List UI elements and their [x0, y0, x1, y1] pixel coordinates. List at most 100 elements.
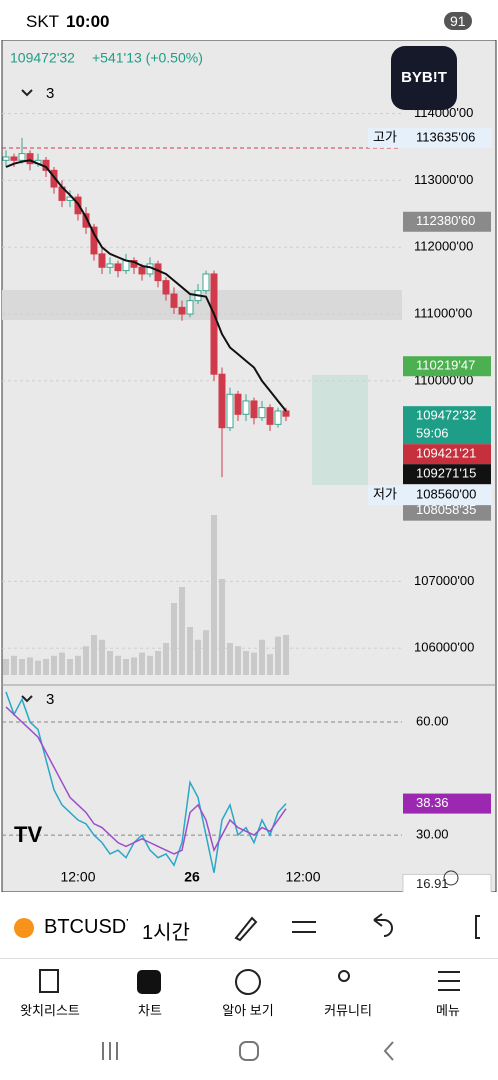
explore-icon [235, 969, 261, 995]
recent-button[interactable] [102, 1042, 118, 1060]
candle-body [218, 373, 226, 429]
price-badge-label: 110219'47 [416, 358, 475, 373]
price-badge [403, 500, 491, 521]
candle-body [18, 153, 26, 161]
volume-bar [43, 659, 49, 675]
candle-body [82, 213, 90, 228]
price-badge-label: 109421'21 [416, 446, 476, 461]
candle-body [282, 410, 290, 417]
y-tick-label: 30.00 [416, 827, 449, 842]
candle-body [250, 400, 258, 419]
chart-icon [137, 970, 161, 994]
extreme-label: 113635'06 [416, 129, 475, 144]
y-tick-label: 60.00 [416, 713, 449, 728]
candle-body [170, 293, 178, 308]
candle-body [122, 260, 130, 272]
fullscreen-icon[interactable] [475, 915, 480, 939]
volume-bar [219, 579, 225, 675]
volume-bar [283, 635, 289, 675]
nav-item[interactable]: 알아 보기 [222, 1003, 274, 1018]
nav-item[interactable]: 왓치리스트 [20, 1003, 80, 1018]
volume-bar [91, 635, 97, 675]
rsi-indicator-count: 3 [46, 691, 54, 708]
price-badge [403, 793, 491, 814]
volume-bar [59, 652, 65, 675]
price-badge-label: 16.91 [416, 876, 449, 891]
nav-item[interactable]: 커뮤니티 [324, 1003, 372, 1018]
y-tick-label: 106000'00 [414, 640, 474, 655]
collapse-icon[interactable] [21, 695, 33, 703]
candle-body [226, 393, 234, 429]
back-button[interactable] [383, 1041, 394, 1061]
candle-body [202, 273, 210, 292]
status-bar: SKT 10:00 91 [0, 0, 498, 40]
volume-bar [243, 651, 249, 675]
volume-bar [3, 659, 9, 675]
undo-icon[interactable] [373, 913, 393, 937]
y-tick-label: 111000'00 [414, 305, 472, 320]
symbol[interactable]: BTCUSDT [44, 916, 128, 938]
y-tick-label: 113000'00 [414, 172, 473, 187]
price-badge-label: 112380'60 [416, 213, 475, 228]
candle-body [50, 169, 58, 188]
volume-bar [11, 655, 17, 675]
battery: 91 [444, 12, 472, 30]
price-badge [403, 211, 491, 232]
volume-bar [67, 659, 73, 675]
price-badge [403, 464, 491, 485]
volume-bar [203, 630, 209, 675]
candle-body [178, 306, 186, 315]
volume-bar [27, 657, 33, 675]
price-badge-label: 109472'32 [416, 408, 476, 423]
volume-bar [195, 639, 201, 675]
settings-icon[interactable] [292, 921, 316, 933]
rsi-signal [5, 706, 287, 855]
candle-body [138, 266, 146, 275]
interval[interactable]: 1시간 [142, 922, 190, 944]
volume-bar [51, 655, 57, 675]
rsi-line [5, 691, 287, 873]
volume-bar [155, 651, 161, 675]
collapse-icon[interactable] [21, 89, 33, 97]
candle-body [98, 253, 106, 268]
candle-body [10, 156, 18, 161]
logo-bg [391, 46, 457, 110]
nav-item[interactable]: 차트 [138, 1003, 162, 1018]
candle-body [234, 393, 242, 415]
price-badge-label: 108058'35 [416, 502, 476, 517]
volume-bar [211, 515, 217, 675]
volume-bar [83, 646, 89, 675]
system-nav [102, 1041, 394, 1061]
candle-body [210, 273, 218, 375]
price-badge [403, 406, 491, 445]
draw-icon[interactable] [234, 916, 258, 942]
volume-bar [235, 646, 241, 675]
volume-bar [19, 659, 25, 675]
clock: 10:00 [66, 12, 110, 31]
volume-bar [99, 639, 105, 675]
logo: BYB!T [401, 69, 447, 86]
price-badge [403, 356, 491, 377]
home-button[interactable] [239, 1041, 259, 1061]
candle-body [2, 156, 10, 161]
toolbar: BTCUSDT 1시간 [0, 896, 498, 959]
settings-icon[interactable] [443, 870, 459, 886]
nav-item[interactable]: 메뉴 [436, 1003, 460, 1018]
candle-body [106, 263, 114, 268]
x-label: 12:00 [60, 869, 95, 885]
volume-bar [179, 587, 185, 675]
chart: 114000'00113000'00112000'00111000'001100… [1, 40, 497, 892]
price-badge [403, 444, 491, 465]
candle-body [242, 400, 250, 415]
candle-body [266, 407, 274, 425]
extreme-prefix: 고가 [373, 129, 397, 144]
watchlist-icon [39, 969, 59, 993]
community-icon [338, 970, 350, 982]
header-price: 109472'32 [10, 50, 75, 66]
x-label: 12:00 [285, 869, 320, 885]
toolbar-icons [234, 913, 480, 942]
volume-bar [131, 657, 137, 675]
y-tick-label: 112000'00 [414, 239, 473, 254]
candle-body [258, 407, 266, 419]
